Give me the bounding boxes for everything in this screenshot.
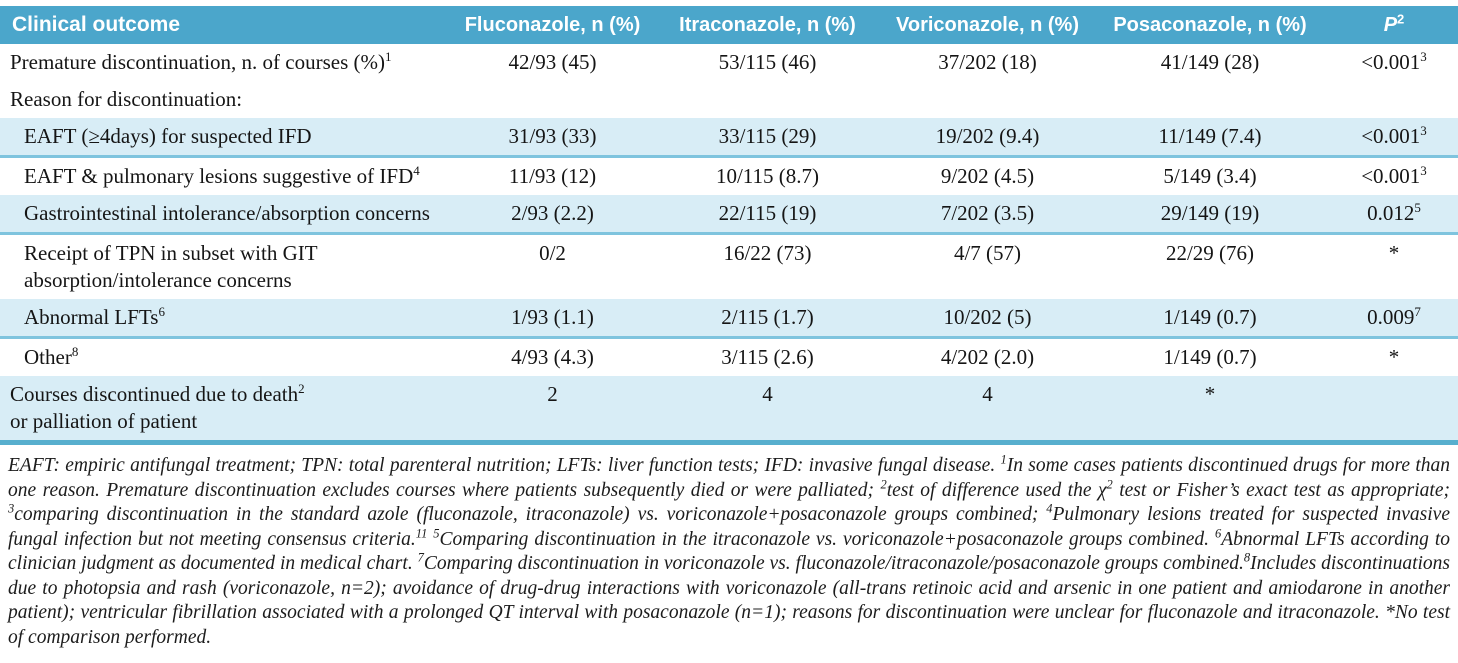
data-cell bbox=[1090, 86, 1330, 113]
p-superscript: 2 bbox=[1397, 10, 1405, 26]
data-cell: 19/202 (9.4) bbox=[935, 124, 1040, 148]
data-cell bbox=[455, 86, 650, 113]
table-header-row: Clinical outcome Fluconazole, n (%) Itra… bbox=[0, 6, 1458, 44]
data-cell: 7/202 (3.5) bbox=[940, 201, 1035, 225]
clinical-outcomes-table: Clinical outcome Fluconazole, n (%) Itra… bbox=[0, 6, 1458, 445]
row-label: Other8 bbox=[24, 344, 79, 369]
row-label: Abnormal LFTs6 bbox=[24, 304, 165, 329]
data-cell: 10/202 (5) bbox=[943, 305, 1032, 329]
data-cell: 4/7 (57) bbox=[953, 241, 1022, 265]
table-row: Courses discontinued due to death2 or pal… bbox=[0, 376, 1458, 445]
table-row: EAFT (≥4days) for suspected IFD 31/93 (33… bbox=[0, 118, 1458, 158]
data-cell: 1/93 (1.1) bbox=[511, 305, 594, 329]
row-label: Premature discontinuation, n. of courses… bbox=[10, 49, 392, 74]
row-label: Gastrointestinal intolerance/absorption … bbox=[24, 201, 430, 225]
column-header-fluconazole: Fluconazole, n (%) bbox=[464, 13, 641, 36]
table-figure: Clinical outcome Fluconazole, n (%) Itra… bbox=[0, 6, 1458, 650]
data-cell: 1/149 (0.7) bbox=[1163, 305, 1257, 329]
p-value-cell bbox=[1330, 86, 1458, 113]
row-label: Receipt of TPN in subset with GIT absorpt… bbox=[24, 241, 318, 292]
data-cell bbox=[650, 86, 885, 113]
table-body: Premature discontinuation, n. of courses… bbox=[0, 44, 1458, 445]
p-value-cell: * bbox=[1388, 345, 1400, 369]
table-row: Receipt of TPN in subset with GIT absorpt… bbox=[0, 235, 1458, 299]
data-cell: 33/115 (29) bbox=[718, 124, 817, 148]
data-cell: 2 bbox=[547, 382, 558, 406]
p-value-cell: 0.0125 bbox=[1367, 200, 1421, 225]
table-row: Gastrointestinal intolerance/absorption … bbox=[0, 195, 1458, 235]
data-cell: 3/115 (2.6) bbox=[721, 345, 814, 369]
p-value-cell: <0.0013 bbox=[1361, 163, 1427, 188]
column-header-itraconazole: Itraconazole, n (%) bbox=[679, 13, 856, 36]
data-cell: 1/149 (0.7) bbox=[1163, 345, 1257, 369]
data-cell: 2/93 (2.2) bbox=[511, 201, 594, 225]
data-cell: * bbox=[1204, 382, 1216, 406]
table-row: Reason for discontinuation: bbox=[0, 81, 1458, 118]
data-cell: 11/149 (7.4) bbox=[1158, 124, 1262, 148]
table-row: EAFT & pulmonary lesions suggestive of I… bbox=[0, 158, 1458, 195]
data-cell bbox=[885, 86, 1090, 113]
data-cell: 4 bbox=[982, 382, 993, 406]
table-footnote: EAFT: empiric antifungal treatment; TPN:… bbox=[8, 452, 1450, 648]
data-cell: 22/29 (76) bbox=[1165, 241, 1255, 265]
row-label: EAFT (≥4days) for suspected IFD bbox=[24, 124, 312, 148]
column-header-clinical-outcome: Clinical outcome bbox=[12, 13, 181, 36]
data-cell: 2/115 (1.7) bbox=[721, 305, 814, 329]
p-value-cell bbox=[1330, 381, 1458, 435]
data-cell: 16/22 (73) bbox=[723, 241, 812, 265]
data-cell: 0/2 bbox=[539, 241, 566, 265]
table-row: Other8 4/93 (4.3) 3/115 (2.6) 4/202 (2.0) 1/… bbox=[0, 339, 1458, 376]
data-cell: 29/149 (19) bbox=[1160, 201, 1260, 225]
row-label: EAFT & pulmonary lesions suggestive of I… bbox=[24, 163, 420, 188]
p-value-cell: 0.0097 bbox=[1367, 304, 1421, 329]
data-cell: 53/115 (46) bbox=[718, 50, 817, 74]
row-label: Courses discontinued due to death2 or pal… bbox=[10, 381, 305, 433]
data-cell: 37/202 (18) bbox=[938, 50, 1037, 74]
data-cell: 11/93 (12) bbox=[508, 164, 597, 188]
p-value-cell: * bbox=[1388, 241, 1400, 265]
data-cell: 10/115 (8.7) bbox=[715, 164, 820, 188]
p-value-cell: <0.0013 bbox=[1361, 123, 1427, 148]
data-cell: 31/93 (33) bbox=[508, 124, 597, 148]
data-cell: 4 bbox=[762, 382, 773, 406]
column-header-voriconazole: Voriconazole, n (%) bbox=[896, 13, 1079, 36]
data-cell: 5/149 (3.4) bbox=[1163, 164, 1257, 188]
data-cell: 9/202 (4.5) bbox=[940, 164, 1035, 188]
table-row: Premature discontinuation, n. of courses… bbox=[0, 44, 1458, 81]
row-label: Reason for discontinuation: bbox=[10, 87, 243, 111]
p-label: P bbox=[1383, 13, 1398, 36]
data-cell: 42/93 (45) bbox=[508, 50, 597, 74]
column-header-posaconazole: Posaconazole, n (%) bbox=[1113, 13, 1307, 36]
p-value-cell: <0.0013 bbox=[1361, 49, 1427, 74]
column-header-p-value: P2 bbox=[1330, 10, 1458, 37]
data-cell: 4/202 (2.0) bbox=[940, 345, 1035, 369]
table-row: Abnormal LFTs6 1/93 (1.1) 2/115 (1.7) 10/20… bbox=[0, 299, 1458, 339]
data-cell: 4/93 (4.3) bbox=[511, 345, 594, 369]
data-cell: 22/115 (19) bbox=[718, 201, 817, 225]
data-cell: 41/149 (28) bbox=[1160, 50, 1260, 74]
